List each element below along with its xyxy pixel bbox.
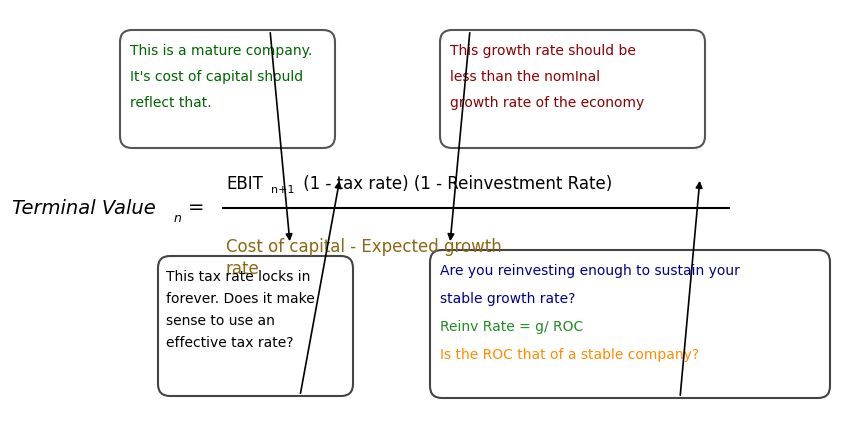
Text: growth rate of the economy: growth rate of the economy: [449, 96, 643, 110]
Text: rate: rate: [226, 260, 259, 278]
FancyBboxPatch shape: [158, 256, 353, 396]
Text: n+1: n+1: [270, 185, 294, 195]
FancyBboxPatch shape: [439, 30, 704, 148]
Text: (1 - tax rate) (1 - Reinvestment Rate): (1 - tax rate) (1 - Reinvestment Rate): [298, 175, 611, 193]
Text: =: =: [188, 199, 204, 218]
Text: EBIT: EBIT: [226, 175, 263, 193]
Text: less than the nomInal: less than the nomInal: [449, 70, 599, 84]
Text: sense to use an: sense to use an: [166, 314, 275, 328]
Text: This tax rate locks in: This tax rate locks in: [166, 270, 310, 284]
Text: It's cost of capital should: It's cost of capital should: [130, 70, 303, 84]
Text: This is a mature company.: This is a mature company.: [130, 44, 312, 58]
Text: forever. Does it make: forever. Does it make: [166, 292, 314, 306]
FancyBboxPatch shape: [120, 30, 335, 148]
FancyBboxPatch shape: [430, 250, 829, 398]
Text: stable growth rate?: stable growth rate?: [439, 292, 574, 306]
Text: Are you reinvesting enough to sustain your: Are you reinvesting enough to sustain yo…: [439, 264, 739, 278]
Text: Is the ROC that of a stable company?: Is the ROC that of a stable company?: [439, 348, 698, 362]
Text: Terminal Value: Terminal Value: [12, 199, 156, 218]
Text: reflect that.: reflect that.: [130, 96, 212, 110]
Text: Reinv Rate = g/ ROC: Reinv Rate = g/ ROC: [439, 320, 583, 334]
Text: This growth rate should be: This growth rate should be: [449, 44, 635, 58]
Text: effective tax rate?: effective tax rate?: [166, 336, 293, 350]
Text: n: n: [174, 211, 182, 225]
Text: Cost of capital - Expected growth: Cost of capital - Expected growth: [226, 238, 501, 256]
